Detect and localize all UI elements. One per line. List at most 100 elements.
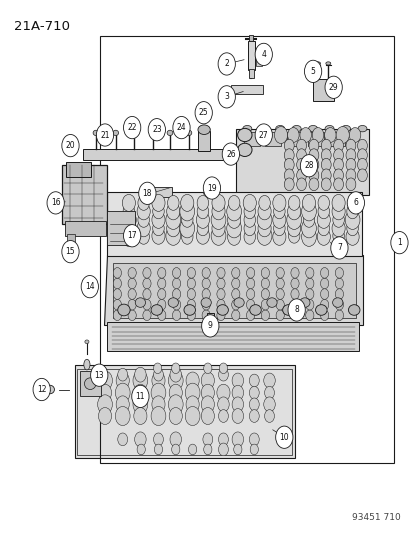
Ellipse shape — [167, 130, 173, 135]
Polygon shape — [107, 322, 358, 351]
Circle shape — [218, 368, 228, 381]
Bar — [113, 263, 355, 318]
Circle shape — [202, 289, 210, 300]
Circle shape — [261, 268, 269, 278]
Bar — [286, 132, 301, 146]
Ellipse shape — [233, 298, 244, 308]
Ellipse shape — [45, 385, 54, 394]
Circle shape — [345, 158, 355, 171]
Circle shape — [202, 268, 210, 278]
Bar — [265, 132, 280, 146]
Circle shape — [172, 310, 180, 320]
Circle shape — [256, 226, 271, 245]
Circle shape — [168, 371, 183, 390]
Circle shape — [296, 149, 306, 161]
Ellipse shape — [197, 125, 210, 134]
Circle shape — [128, 268, 136, 278]
Bar — [312, 79, 334, 101]
Circle shape — [148, 118, 165, 141]
Circle shape — [333, 169, 343, 182]
Circle shape — [320, 139, 330, 152]
Text: 93451 710: 93451 710 — [351, 513, 399, 522]
Circle shape — [256, 211, 271, 229]
Circle shape — [346, 204, 358, 219]
Circle shape — [113, 268, 121, 278]
Circle shape — [138, 229, 149, 244]
Ellipse shape — [237, 128, 252, 142]
Circle shape — [231, 278, 239, 289]
Circle shape — [219, 363, 227, 374]
Circle shape — [231, 268, 239, 278]
Circle shape — [142, 278, 151, 289]
Bar — [62, 165, 107, 224]
Circle shape — [308, 158, 318, 171]
Circle shape — [284, 169, 294, 182]
Circle shape — [153, 363, 161, 374]
Circle shape — [249, 374, 259, 387]
Circle shape — [113, 278, 121, 289]
Circle shape — [316, 212, 330, 228]
Circle shape — [137, 220, 150, 237]
Circle shape — [308, 149, 318, 161]
Circle shape — [121, 211, 136, 229]
Polygon shape — [104, 255, 362, 325]
Circle shape — [211, 211, 225, 229]
Circle shape — [203, 363, 211, 374]
Circle shape — [243, 213, 255, 227]
Circle shape — [113, 289, 121, 300]
Circle shape — [152, 204, 164, 219]
Circle shape — [335, 268, 343, 278]
Ellipse shape — [257, 129, 269, 141]
Circle shape — [187, 278, 195, 289]
Circle shape — [33, 378, 50, 401]
Circle shape — [123, 221, 134, 236]
Circle shape — [171, 444, 179, 455]
Circle shape — [218, 53, 235, 75]
Circle shape — [157, 300, 166, 310]
Circle shape — [275, 278, 284, 289]
Circle shape — [249, 410, 259, 422]
Circle shape — [320, 289, 328, 300]
Ellipse shape — [203, 191, 208, 196]
Circle shape — [264, 410, 274, 422]
Text: 25: 25 — [198, 108, 208, 117]
Circle shape — [152, 221, 164, 236]
Circle shape — [169, 384, 182, 401]
Circle shape — [134, 432, 146, 447]
Circle shape — [274, 126, 287, 143]
Circle shape — [301, 227, 316, 246]
Circle shape — [249, 398, 259, 411]
Circle shape — [320, 178, 330, 191]
Ellipse shape — [348, 305, 359, 316]
Circle shape — [138, 213, 149, 227]
Circle shape — [187, 268, 195, 278]
Circle shape — [332, 213, 344, 227]
Circle shape — [218, 86, 235, 108]
Circle shape — [331, 220, 344, 237]
Circle shape — [166, 211, 180, 229]
Ellipse shape — [226, 152, 233, 158]
Circle shape — [202, 433, 212, 446]
Circle shape — [133, 408, 147, 424]
Circle shape — [324, 76, 342, 99]
Circle shape — [185, 372, 199, 389]
Circle shape — [288, 228, 299, 243]
Circle shape — [123, 224, 140, 247]
Circle shape — [187, 310, 195, 320]
Circle shape — [128, 278, 136, 289]
Circle shape — [249, 444, 258, 455]
Ellipse shape — [207, 324, 213, 328]
Circle shape — [308, 169, 318, 182]
Circle shape — [249, 433, 259, 446]
Circle shape — [320, 169, 330, 182]
Circle shape — [296, 169, 306, 182]
Circle shape — [98, 408, 112, 424]
Circle shape — [216, 310, 225, 320]
Bar — [67, 233, 74, 245]
Circle shape — [333, 149, 343, 161]
Text: 10: 10 — [279, 433, 288, 442]
Circle shape — [179, 202, 194, 221]
Circle shape — [261, 310, 269, 320]
Circle shape — [131, 385, 149, 408]
Circle shape — [243, 221, 255, 236]
